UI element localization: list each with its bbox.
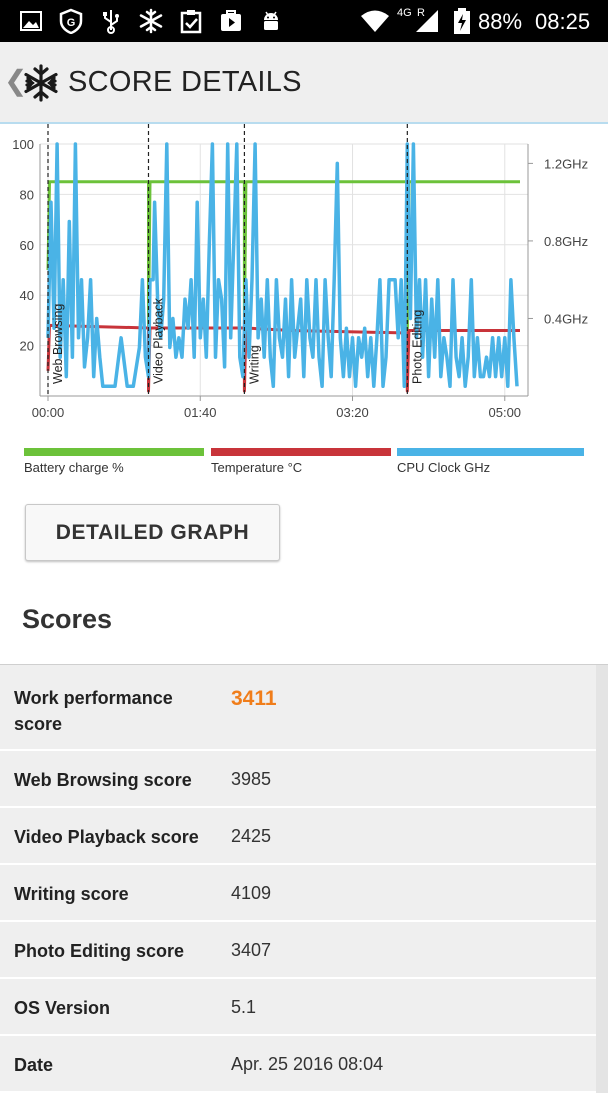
y-right-tick-label: 0.8GHz: [544, 234, 588, 249]
roaming-indicator: R: [417, 7, 425, 19]
score-row-web-browsing: Web Browsing score 3985: [0, 751, 596, 808]
x-tick-label: 01:40: [184, 405, 217, 420]
svg-text:G: G: [67, 17, 76, 29]
chevron-left-icon[interactable]: ❮: [4, 65, 28, 96]
network-type: 4G: [397, 7, 412, 19]
score-row-os-version: OS Version 5.1: [0, 979, 596, 1036]
legend-label: Temperature °C: [211, 460, 303, 475]
y-right-tick-label: 1.2GHz: [544, 156, 588, 171]
score-value: Apr. 25 2016 08:04: [231, 1054, 384, 1074]
score-label: Writing score: [14, 884, 129, 904]
score-label: Date: [14, 1055, 54, 1075]
segment-label: Writing: [247, 345, 261, 384]
play-store-icon: [221, 10, 241, 31]
score-label: Video Playback score: [14, 827, 199, 847]
score-row-photo-editing: Photo Editing score 3407: [0, 922, 596, 979]
battery-icon: [454, 8, 470, 34]
legend-temperature: Temperature °C: [211, 448, 391, 475]
x-tick-label: 03:20: [336, 405, 369, 420]
android-icon: [264, 11, 278, 30]
score-value-highlight: 3411: [231, 687, 277, 710]
detailed-graph-button[interactable]: DETAILED GRAPH: [25, 504, 280, 561]
score-label: Work performance score: [14, 688, 173, 734]
page-title: SCORE DETAILS: [68, 66, 302, 98]
segment-label: Photo Editing: [410, 310, 424, 384]
y-tick-label: 60: [20, 238, 34, 253]
scores-table: Work performance score 3411 Web Browsing…: [0, 664, 608, 1093]
score-row-work-performance: Work performance score 3411: [0, 665, 596, 751]
usb-icon: [103, 10, 119, 34]
score-value: 4109: [231, 883, 272, 903]
y-tick-label: 100: [12, 137, 34, 152]
clipboard-check-icon: [180, 10, 202, 34]
score-label: OS Version: [14, 998, 111, 1018]
shield-icon: G: [59, 8, 83, 34]
score-row-writing: Writing score 4109: [0, 865, 596, 922]
battery-percent: 88%: [478, 9, 523, 34]
legend-swatch: [397, 448, 584, 456]
legend-label: Battery charge %: [24, 460, 124, 475]
x-tick-label: 00:00: [32, 405, 65, 420]
x-tick-label: 05:00: [489, 405, 522, 420]
segment-label: Video Playback: [151, 297, 165, 384]
scores-heading: Scores: [22, 604, 113, 634]
y-right-tick-label: 0.4GHz: [544, 311, 588, 326]
series-line: [46, 142, 519, 389]
signal-icon: [416, 10, 438, 32]
legend-label: CPU Clock GHz: [397, 460, 491, 475]
y-tick-label: 40: [20, 288, 34, 303]
snowflake-icon: [139, 8, 163, 34]
score-value: 2425: [231, 826, 272, 846]
app-bar: ❮ SCORE DETAILS: [0, 42, 608, 124]
legend-swatch: [211, 448, 391, 456]
segment-label: Web Browsing: [51, 304, 65, 384]
chart-canvas: 100 80 60 40 20 1.2GHz 0.8GHz 0.4GHz 00:00 01:40 0…: [12, 124, 588, 420]
image-icon: [20, 11, 42, 31]
performance-chart: 100 80 60 40 20 1.2GHz 0.8GHz 0.4GHz 00:00 01:40 0…: [0, 124, 608, 475]
legend-cpu-clock: CPU Clock GHz: [397, 448, 584, 475]
snowflake-icon: [24, 64, 58, 102]
status-bar: G 4G R 88% 08:25: [0, 0, 608, 42]
y-tick-label: 80: [20, 187, 34, 202]
score-value: 3407: [231, 940, 272, 960]
score-label: Photo Editing score: [14, 941, 185, 961]
score-row-date: Date Apr. 25 2016 08:04: [0, 1036, 596, 1093]
score-label: Web Browsing score: [14, 770, 192, 790]
clock: 08:25: [535, 9, 591, 34]
wifi-icon: [361, 10, 389, 32]
score-value: 5.1: [231, 997, 257, 1017]
score-value: 3985: [231, 769, 272, 789]
y-tick-label: 20: [20, 339, 34, 354]
score-row-video-playback: Video Playback score 2425: [0, 808, 596, 865]
legend-battery: Battery charge %: [24, 448, 204, 475]
legend-swatch: [24, 448, 204, 456]
